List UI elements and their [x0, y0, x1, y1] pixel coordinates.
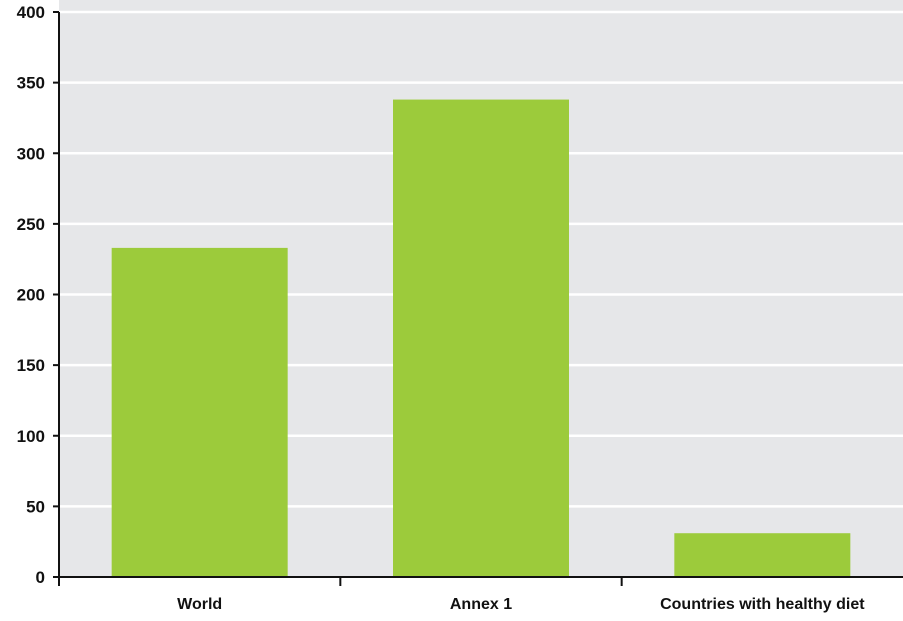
y-tick-label: 250	[17, 215, 45, 234]
bar	[393, 99, 569, 577]
bars	[111, 99, 851, 577]
y-tick-label: 300	[17, 144, 45, 163]
y-tick-label: 200	[17, 286, 45, 305]
x-tick-label: World	[177, 596, 222, 613]
bar	[111, 247, 288, 577]
y-tick-label: 350	[17, 74, 45, 93]
y-tick-labels: 0 50 100 150 200 250 300 350 400	[17, 3, 45, 587]
x-tick-labels: World Annex 1 Countries with healthy diet	[177, 596, 865, 613]
y-tick-label: 400	[17, 3, 45, 22]
bar	[674, 533, 851, 577]
axes	[53, 11, 903, 586]
y-tick-label: 50	[26, 497, 45, 516]
x-tick-label: Annex 1	[450, 596, 512, 613]
y-tick-label: 150	[17, 356, 45, 375]
y-tick-label: 100	[17, 427, 45, 446]
y-tick-label: 0	[36, 568, 45, 587]
x-tick-label: Countries with healthy diet	[660, 596, 865, 613]
